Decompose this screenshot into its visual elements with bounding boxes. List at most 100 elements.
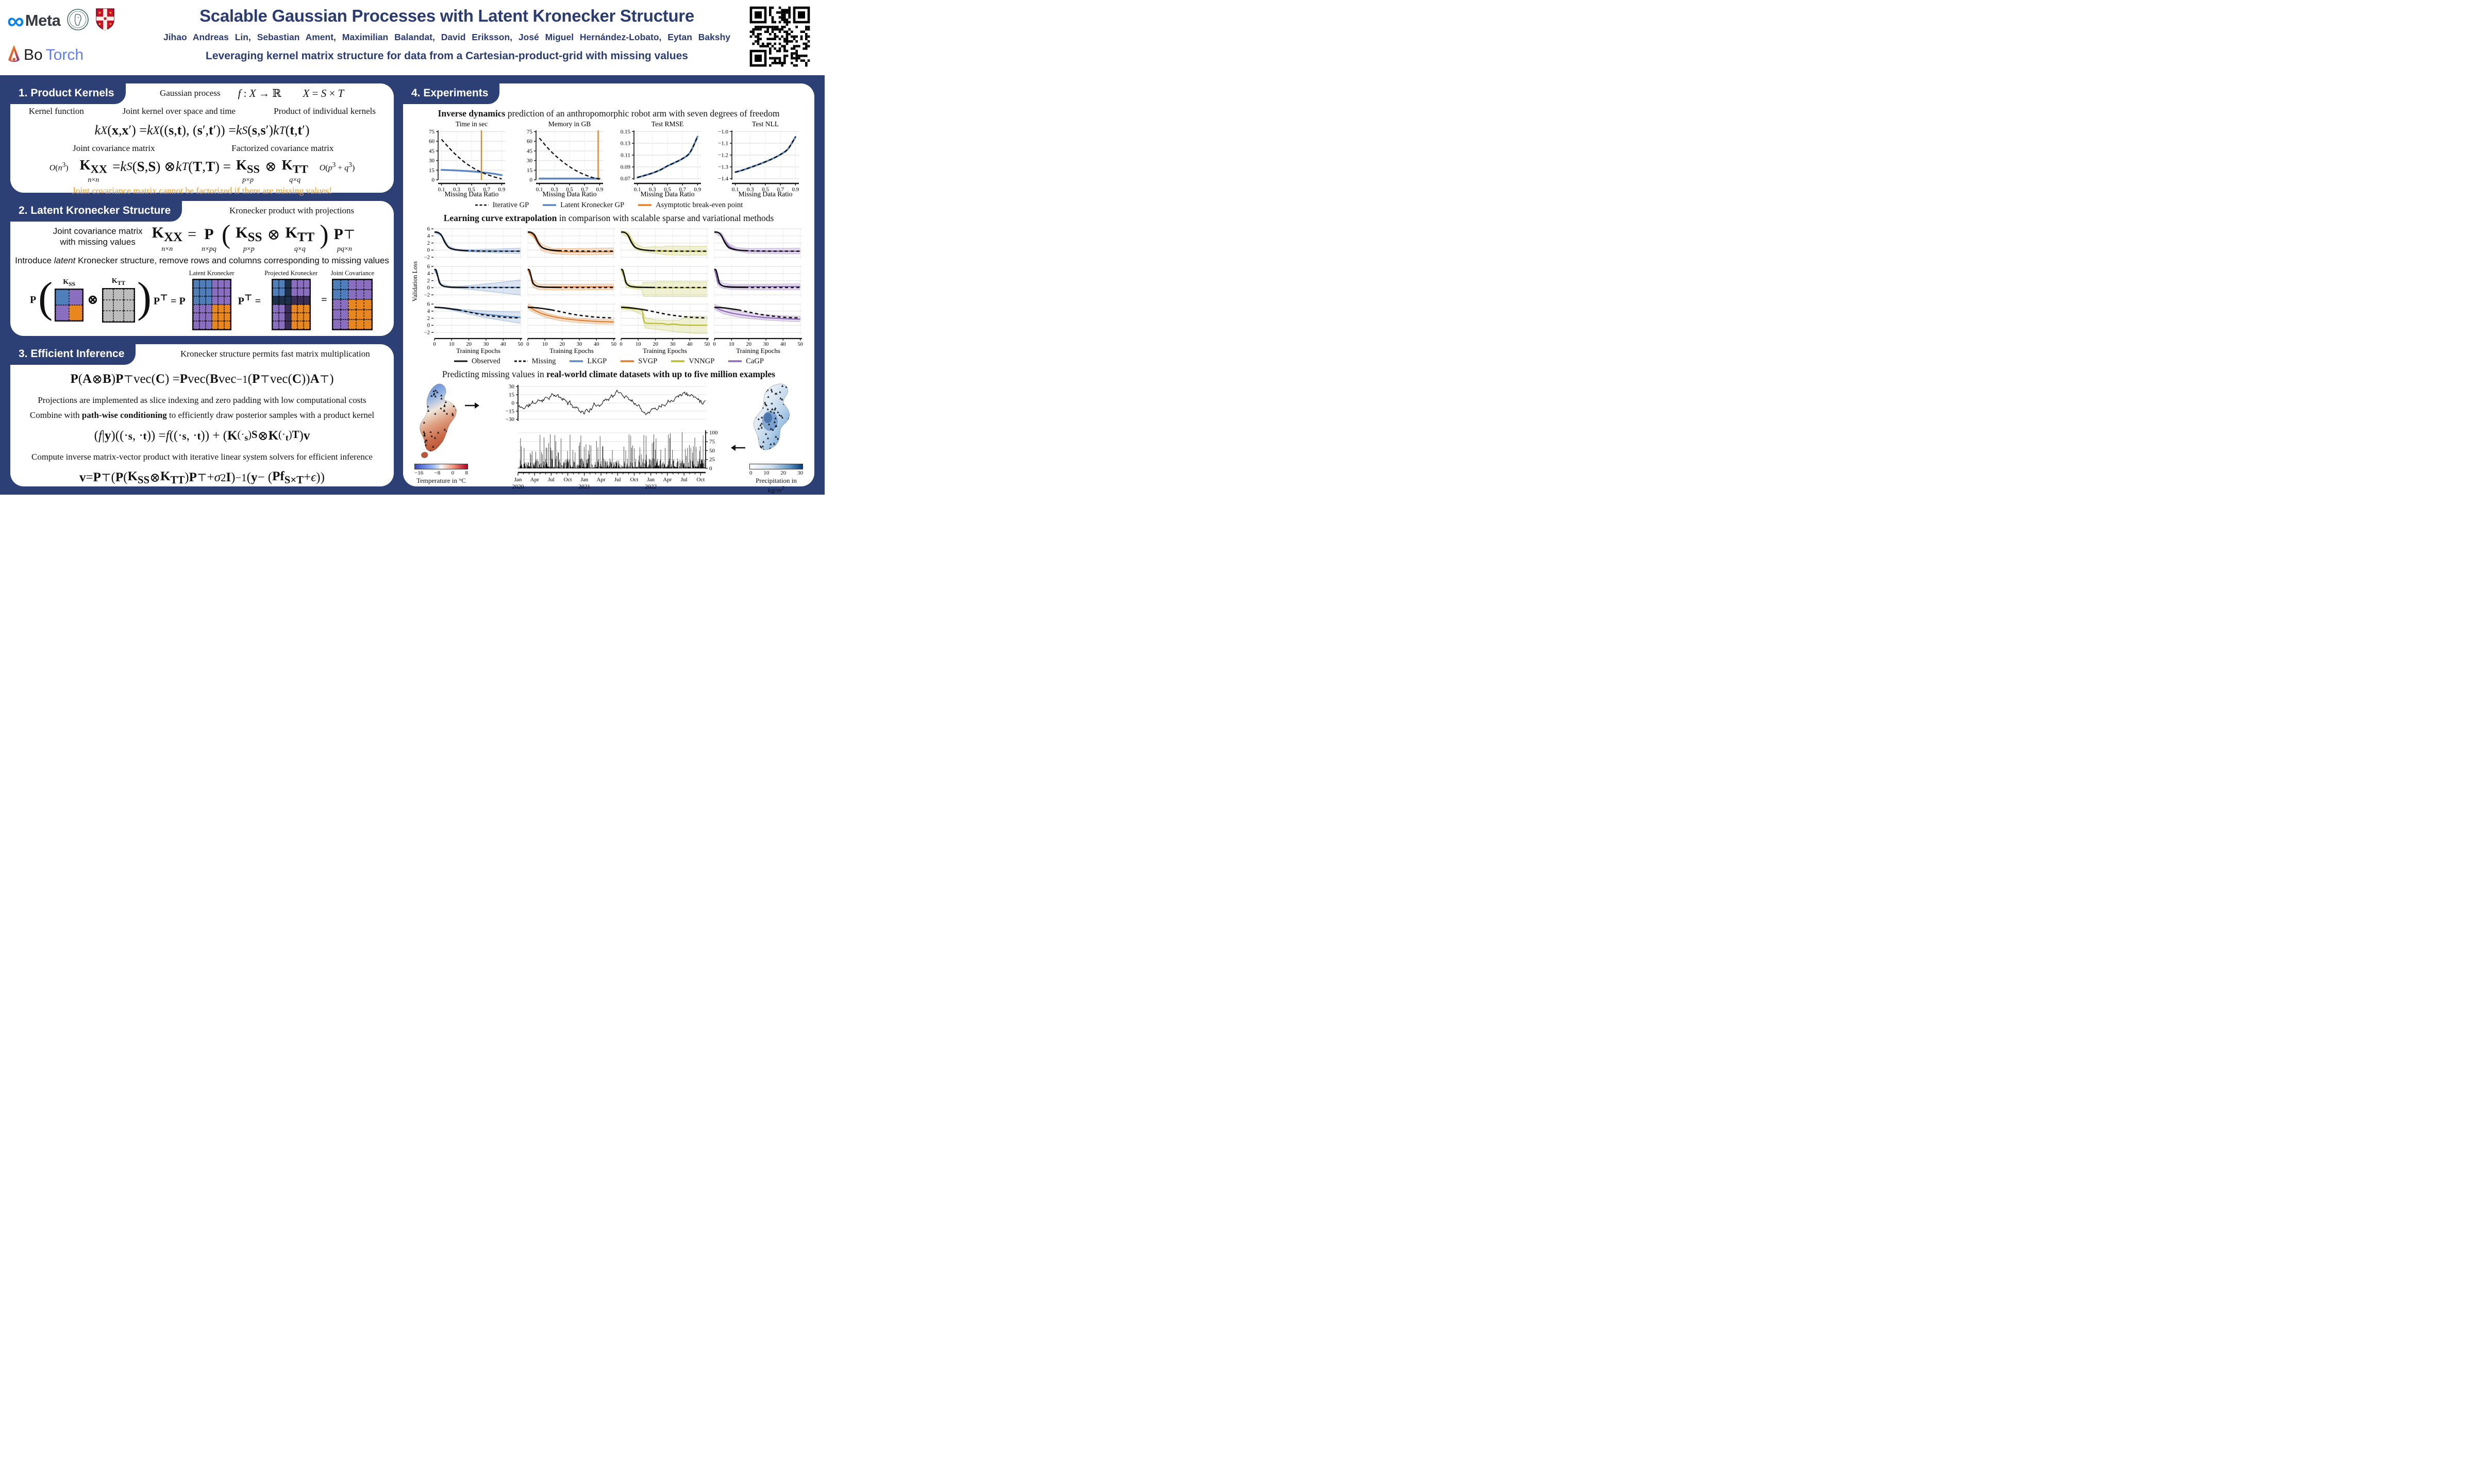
svg-text:45: 45 [429,148,435,154]
svg-text:0.5: 0.5 [468,187,475,193]
climate-figure: −16 −8 0 8 Temperature in °C 30 15 0 −15 −30 0 25… [410,382,807,494]
svg-text:−15: −15 [506,408,515,414]
svg-text:0.11: 0.11 [621,153,630,159]
legend-item: SVGP [621,357,658,365]
svg-text:0.07: 0.07 [621,176,631,182]
arrow-left-icon [731,444,746,454]
svg-text:30: 30 [670,342,676,347]
svg-text:15: 15 [527,167,533,174]
svg-text:0: 0 [709,465,712,471]
svg-text:100: 100 [709,430,718,436]
svg-text:0.15: 0.15 [621,129,631,135]
svg-text:0.9: 0.9 [792,187,799,193]
svg-text:Missing Data Ratio: Missing Data Ratio [543,190,597,198]
gp-math: f : X → ℝ X = S × T [238,87,344,99]
complexity-right: O(p3 + q3) [319,161,355,173]
svg-text:60: 60 [527,139,533,145]
botorch-flame-icon [7,44,21,65]
kernel-equation: k X(x, x ′) = k X((s, t), (s ′, t ′)) = k S(s,… [94,123,310,138]
svg-text:6: 6 [427,301,430,307]
authors-line: Jihao Andreas Lin, Sebastian Ament, Maxi… [163,32,731,42]
precipitation-colorbar: 0 10 20 30 Precipitation in kg/m2 [749,464,803,494]
svg-text:2: 2 [427,241,430,246]
botorch-logo-text-bo: Bo [24,46,43,63]
svg-text:50: 50 [709,448,715,454]
svg-text:−2: −2 [424,330,430,335]
meta-logo-text: Meta [25,11,61,29]
svg-text:10: 10 [636,342,641,347]
svg-text:0.09: 0.09 [621,164,631,170]
svg-text:40: 40 [500,342,506,347]
temperature-map [414,382,468,463]
svg-text:Test RMSE: Test RMSE [651,120,683,128]
svg-text:0.9: 0.9 [694,187,701,193]
legend-item: CaGP [728,357,764,365]
svg-text:−2: −2 [424,292,430,298]
cambridge-shield-icon [95,8,115,34]
svg-text:0.1: 0.1 [536,187,543,193]
experiment-1-title: Inverse dynamics prediction of an anthro… [438,108,780,119]
svg-text:0: 0 [512,400,515,406]
kernel-fn-label: Kernel function [28,106,84,116]
svg-text:0: 0 [432,177,435,183]
svg-text:2: 2 [427,316,430,322]
svg-text:0.3: 0.3 [551,187,558,193]
product-kernel-label: Product of individual kernels [274,106,376,116]
inverse-dynamics-legend: Iterative GP Latent Kronecker GP Asymptoti… [410,199,807,211]
legend-item: Missing [514,357,556,365]
svg-text:20: 20 [653,342,658,347]
svg-text:0.1: 0.1 [438,187,445,193]
fast-matmul-note: Kronecker structure permits fast matrix … [180,349,370,359]
legend-item: Asymptotic break-even point [638,200,743,209]
precipitation-map [749,382,803,463]
svg-text:Training Epochs: Training Epochs [643,347,687,355]
joint-cov-label: Joint covariance matrix [73,143,155,153]
kronecker-note: Kronecker product with projections [229,206,355,215]
section-latent-kronecker: 2. Latent Kronecker Structure Kronecker … [10,201,394,336]
svg-text:Training Epochs: Training Epochs [736,347,780,355]
svg-text:0.7: 0.7 [483,187,490,193]
svg-text:−1.1: −1.1 [718,141,728,147]
svg-text:0.9: 0.9 [596,187,604,193]
svg-text:0.7: 0.7 [581,187,588,193]
svg-text:Missing Data Ratio: Missing Data Ratio [739,190,793,198]
svg-text:40: 40 [687,342,693,347]
svg-text:50: 50 [704,342,710,347]
svg-text:Jul: Jul [681,477,688,483]
svg-text:Jul: Jul [548,477,555,483]
svg-text:2020: 2020 [512,484,524,490]
svg-text:Apr: Apr [663,477,672,483]
svg-text:25: 25 [709,457,715,463]
svg-text:Missing Data Ratio: Missing Data Ratio [445,190,499,198]
test-nll-chart: Test NLL −1.4 −1.3 −1.2 −1.1 −1.0 0.1 0.3 0.5 0.7… [718,120,799,198]
learning-curves-grid: Validation Loss 6 4 2 0 −2 6 4 2 0 −2 6 4 2 0 −2 0 10 20 30… [410,225,807,355]
svg-text:20: 20 [746,342,751,347]
section-efficient-inference: 3. Efficient Inference Kronecker structu… [10,344,394,486]
svg-text:40: 40 [594,342,599,347]
svg-text:15: 15 [429,167,435,174]
svg-text:Training Epochs: Training Epochs [549,347,594,355]
svg-text:30: 30 [577,342,582,347]
svg-text:Oct: Oct [630,477,639,483]
fact-cov-label: Factorized covariance matrix [231,143,334,153]
experiment-3-title: Predicting missing values in real-world … [442,369,776,379]
svg-text:0.7: 0.7 [679,187,686,193]
svg-text:30: 30 [509,384,515,390]
ktt-matrix [102,288,135,323]
svg-text:6: 6 [427,226,430,232]
botorch-logo: Bo Torch [7,44,162,65]
svg-text:0.3: 0.3 [649,187,656,193]
svg-text:30: 30 [763,342,769,347]
svg-text:60: 60 [429,139,435,145]
svg-text:15: 15 [509,392,515,398]
section-3-tab: 3. Efficient Inference [10,344,136,365]
kronecker-diagram: P ( KSS ⊗ KTT ) P⊤ = P Latent Kronecker … [10,269,394,331]
svg-text:Validation Loss: Validation Loss [411,261,419,301]
botorch-logo-text-torch: Torch [45,46,84,63]
svg-text:−30: −30 [506,416,515,423]
svg-text:75: 75 [527,129,533,135]
pathwise-text: Combine with path-wise conditioning to e… [29,410,375,420]
memory-in-gb-chart: Memory in GB 0 15 30 45 60 75 0.1 0.3 0.5 0.7 0.9Mi… [527,120,604,198]
poster-body: 1. Product Kernels Gaussian process f : … [0,75,825,495]
